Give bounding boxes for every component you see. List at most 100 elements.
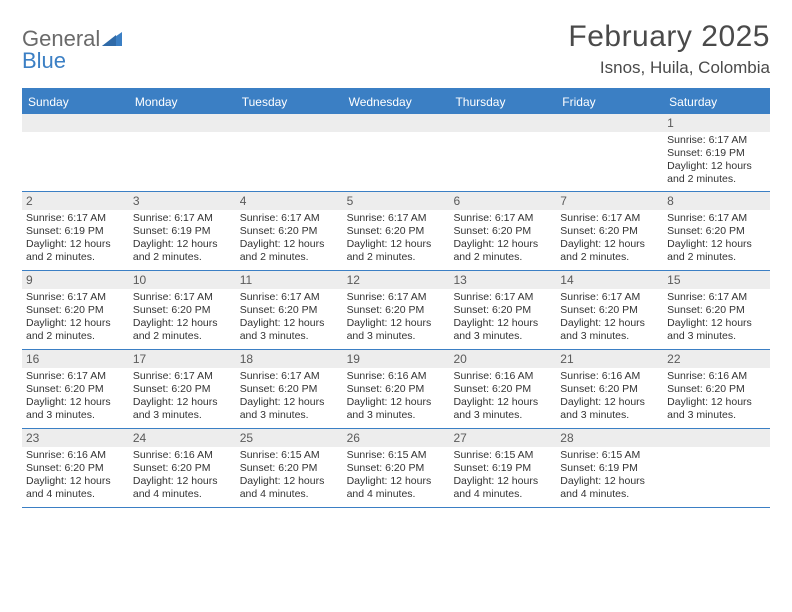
day-detail-line: Sunrise: 6:17 AM bbox=[240, 291, 339, 304]
logo-word2: Blue bbox=[22, 48, 66, 74]
day-number bbox=[449, 114, 556, 132]
day-detail-line: Daylight: 12 hours and 4 minutes. bbox=[133, 475, 232, 501]
weekday-friday: Friday bbox=[556, 90, 663, 114]
calendar-cell: 24Sunrise: 6:16 AMSunset: 6:20 PMDayligh… bbox=[129, 429, 236, 507]
day-detail-line: Sunset: 6:20 PM bbox=[133, 383, 232, 396]
day-number bbox=[236, 114, 343, 132]
day-details: Sunrise: 6:16 AMSunset: 6:20 PMDaylight:… bbox=[22, 447, 129, 506]
day-detail-line: Sunrise: 6:17 AM bbox=[453, 212, 552, 225]
weekday-wednesday: Wednesday bbox=[343, 90, 450, 114]
day-number bbox=[343, 114, 450, 132]
day-detail-line: Daylight: 12 hours and 4 minutes. bbox=[347, 475, 446, 501]
calendar-body: 1Sunrise: 6:17 AMSunset: 6:19 PMDaylight… bbox=[22, 114, 770, 508]
day-detail-line: Daylight: 12 hours and 2 minutes. bbox=[667, 238, 766, 264]
day-details: Sunrise: 6:17 AMSunset: 6:20 PMDaylight:… bbox=[556, 210, 663, 269]
day-details: Sunrise: 6:17 AMSunset: 6:20 PMDaylight:… bbox=[343, 210, 450, 269]
day-details: Sunrise: 6:17 AMSunset: 6:20 PMDaylight:… bbox=[663, 210, 770, 269]
day-detail-line: Sunrise: 6:15 AM bbox=[347, 449, 446, 462]
calendar-cell bbox=[449, 114, 556, 191]
day-detail-line: Sunrise: 6:17 AM bbox=[667, 291, 766, 304]
calendar-cell: 4Sunrise: 6:17 AMSunset: 6:20 PMDaylight… bbox=[236, 192, 343, 270]
calendar-cell bbox=[556, 114, 663, 191]
day-detail-line: Sunset: 6:20 PM bbox=[26, 304, 125, 317]
calendar-cell: 1Sunrise: 6:17 AMSunset: 6:19 PMDaylight… bbox=[663, 114, 770, 191]
day-details bbox=[236, 132, 343, 138]
day-details: Sunrise: 6:17 AMSunset: 6:20 PMDaylight:… bbox=[236, 210, 343, 269]
day-number: 12 bbox=[343, 271, 450, 289]
day-number: 22 bbox=[663, 350, 770, 368]
day-detail-line: Daylight: 12 hours and 3 minutes. bbox=[453, 317, 552, 343]
weekday-monday: Monday bbox=[129, 90, 236, 114]
day-detail-line: Sunrise: 6:17 AM bbox=[560, 212, 659, 225]
day-details: Sunrise: 6:17 AMSunset: 6:20 PMDaylight:… bbox=[343, 289, 450, 348]
day-details: Sunrise: 6:16 AMSunset: 6:20 PMDaylight:… bbox=[129, 447, 236, 506]
calendar-cell: 2Sunrise: 6:17 AMSunset: 6:19 PMDaylight… bbox=[22, 192, 129, 270]
calendar-cell bbox=[129, 114, 236, 191]
calendar-cell: 12Sunrise: 6:17 AMSunset: 6:20 PMDayligh… bbox=[343, 271, 450, 349]
day-number: 7 bbox=[556, 192, 663, 210]
calendar-week: 16Sunrise: 6:17 AMSunset: 6:20 PMDayligh… bbox=[22, 350, 770, 429]
day-details bbox=[343, 132, 450, 138]
day-detail-line: Sunset: 6:20 PM bbox=[26, 462, 125, 475]
title-block: February 2025 Isnos, Huila, Colombia bbox=[568, 20, 770, 78]
day-detail-line: Sunset: 6:20 PM bbox=[240, 225, 339, 238]
day-details: Sunrise: 6:16 AMSunset: 6:20 PMDaylight:… bbox=[449, 368, 556, 427]
day-detail-line: Sunset: 6:20 PM bbox=[347, 225, 446, 238]
day-details: Sunrise: 6:17 AMSunset: 6:19 PMDaylight:… bbox=[129, 210, 236, 269]
calendar-cell: 21Sunrise: 6:16 AMSunset: 6:20 PMDayligh… bbox=[556, 350, 663, 428]
day-number: 9 bbox=[22, 271, 129, 289]
calendar-cell bbox=[236, 114, 343, 191]
day-detail-line: Sunrise: 6:15 AM bbox=[560, 449, 659, 462]
day-detail-line: Sunrise: 6:17 AM bbox=[667, 212, 766, 225]
day-number: 5 bbox=[343, 192, 450, 210]
day-detail-line: Daylight: 12 hours and 2 minutes. bbox=[133, 238, 232, 264]
day-detail-line: Sunrise: 6:16 AM bbox=[133, 449, 232, 462]
day-detail-line: Sunrise: 6:15 AM bbox=[240, 449, 339, 462]
day-detail-line: Daylight: 12 hours and 3 minutes. bbox=[453, 396, 552, 422]
day-number: 11 bbox=[236, 271, 343, 289]
day-number: 19 bbox=[343, 350, 450, 368]
day-detail-line: Sunrise: 6:16 AM bbox=[453, 370, 552, 383]
day-number: 6 bbox=[449, 192, 556, 210]
day-details: Sunrise: 6:15 AMSunset: 6:20 PMDaylight:… bbox=[236, 447, 343, 506]
header: General February 2025 Isnos, Huila, Colo… bbox=[22, 20, 770, 78]
day-details: Sunrise: 6:17 AMSunset: 6:20 PMDaylight:… bbox=[449, 289, 556, 348]
weekday-sunday: Sunday bbox=[22, 90, 129, 114]
day-detail-line: Daylight: 12 hours and 2 minutes. bbox=[667, 160, 766, 186]
day-detail-line: Sunset: 6:20 PM bbox=[347, 383, 446, 396]
day-number bbox=[556, 114, 663, 132]
day-detail-line: Daylight: 12 hours and 3 minutes. bbox=[560, 396, 659, 422]
calendar-cell: 11Sunrise: 6:17 AMSunset: 6:20 PMDayligh… bbox=[236, 271, 343, 349]
day-detail-line: Daylight: 12 hours and 2 minutes. bbox=[240, 238, 339, 264]
day-details bbox=[449, 132, 556, 138]
calendar-cell: 18Sunrise: 6:17 AMSunset: 6:20 PMDayligh… bbox=[236, 350, 343, 428]
calendar-cell bbox=[343, 114, 450, 191]
day-details: Sunrise: 6:17 AMSunset: 6:20 PMDaylight:… bbox=[22, 289, 129, 348]
weekday-tuesday: Tuesday bbox=[236, 90, 343, 114]
location: Isnos, Huila, Colombia bbox=[568, 58, 770, 78]
day-number: 4 bbox=[236, 192, 343, 210]
day-detail-line: Sunrise: 6:17 AM bbox=[453, 291, 552, 304]
day-number: 15 bbox=[663, 271, 770, 289]
day-details: Sunrise: 6:17 AMSunset: 6:20 PMDaylight:… bbox=[129, 289, 236, 348]
day-number: 28 bbox=[556, 429, 663, 447]
calendar-cell: 8Sunrise: 6:17 AMSunset: 6:20 PMDaylight… bbox=[663, 192, 770, 270]
day-detail-line: Sunrise: 6:16 AM bbox=[560, 370, 659, 383]
day-detail-line: Daylight: 12 hours and 2 minutes. bbox=[347, 238, 446, 264]
day-number: 24 bbox=[129, 429, 236, 447]
day-detail-line: Daylight: 12 hours and 3 minutes. bbox=[26, 396, 125, 422]
day-number: 13 bbox=[449, 271, 556, 289]
day-detail-line: Sunset: 6:20 PM bbox=[240, 304, 339, 317]
day-detail-line: Sunrise: 6:17 AM bbox=[667, 134, 766, 147]
day-number: 20 bbox=[449, 350, 556, 368]
day-detail-line: Daylight: 12 hours and 2 minutes. bbox=[560, 238, 659, 264]
day-detail-line: Daylight: 12 hours and 4 minutes. bbox=[560, 475, 659, 501]
day-details bbox=[663, 447, 770, 453]
day-detail-line: Sunrise: 6:17 AM bbox=[133, 291, 232, 304]
day-number: 23 bbox=[22, 429, 129, 447]
calendar-cell: 3Sunrise: 6:17 AMSunset: 6:19 PMDaylight… bbox=[129, 192, 236, 270]
day-detail-line: Daylight: 12 hours and 3 minutes. bbox=[347, 396, 446, 422]
calendar-cell: 15Sunrise: 6:17 AMSunset: 6:20 PMDayligh… bbox=[663, 271, 770, 349]
calendar-cell: 20Sunrise: 6:16 AMSunset: 6:20 PMDayligh… bbox=[449, 350, 556, 428]
calendar-cell: 16Sunrise: 6:17 AMSunset: 6:20 PMDayligh… bbox=[22, 350, 129, 428]
